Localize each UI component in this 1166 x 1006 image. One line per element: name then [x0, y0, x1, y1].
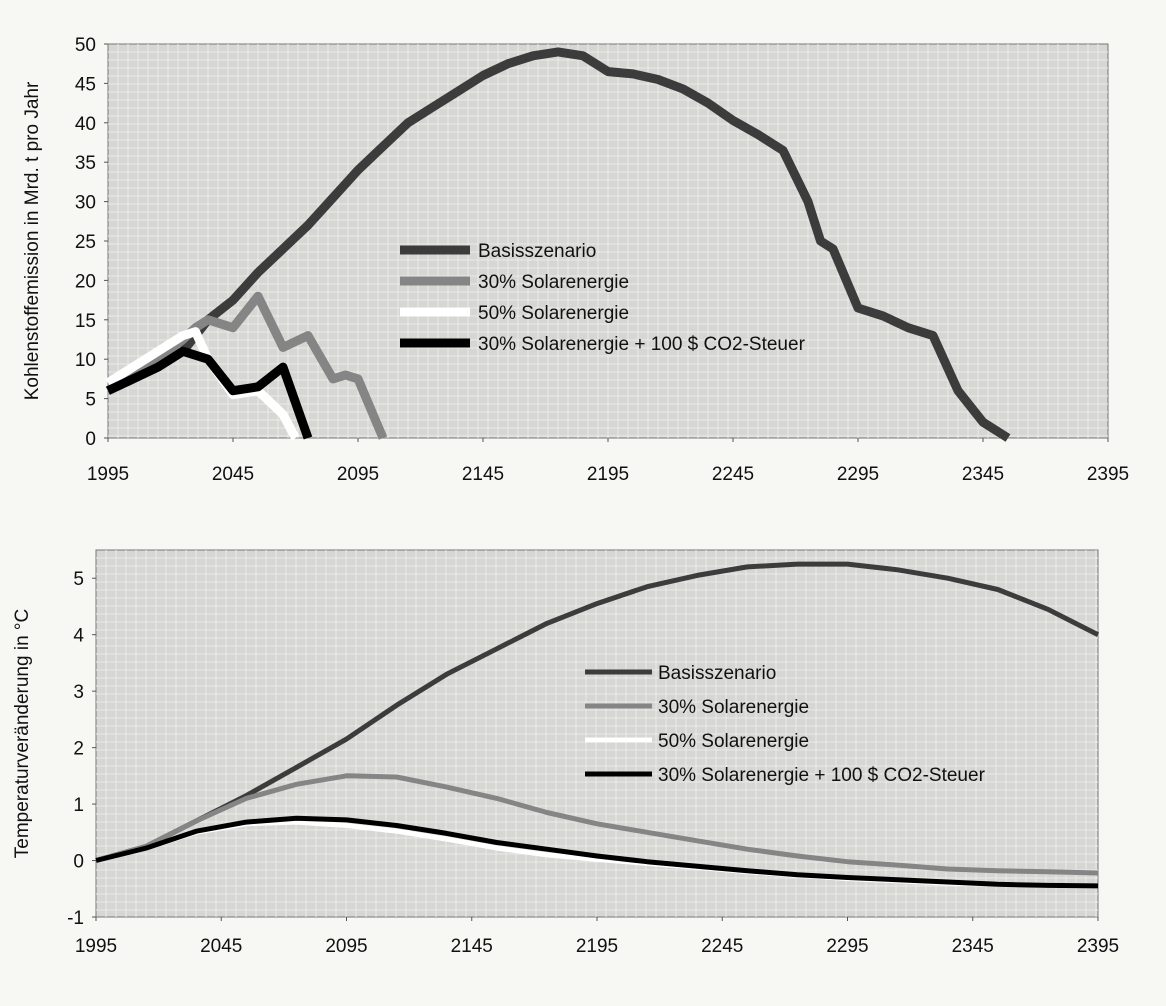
x-tick-label: 1995 [87, 464, 129, 485]
series-line-30-solarenergie-100-co2-steuer [95, 815, 1099, 889]
x-tick-label: 2245 [712, 464, 754, 485]
x-tick-label: 2195 [576, 936, 618, 957]
legend-label-30-solarenergie-100-co2-steuer: 30% Solarenergie + 100 $ CO2-Steuer [478, 334, 806, 355]
grid [108, 44, 1108, 438]
legend: Basisszenario 30% Solarenergie 50% Solaren… [585, 663, 986, 786]
x-tick-label: 2245 [701, 936, 743, 957]
series-line-30-solarenergie [105, 291, 388, 440]
series-line-basisszenario [95, 561, 1100, 863]
legend: Basisszenario 30% Solarenergie 50% Solaren… [400, 241, 806, 355]
x-tick-label: 2395 [1087, 464, 1129, 485]
x-tick-label: 2195 [587, 464, 629, 485]
y-tick-label: 50 [75, 35, 96, 56]
y-tick-label: 20 [75, 271, 96, 292]
y-tick-label: 45 [75, 74, 96, 95]
y-tick-label: 5 [73, 569, 84, 590]
x-tick-label: 2095 [337, 464, 379, 485]
series-line-50-solarenergie [105, 327, 300, 441]
x-tick-label: 2145 [451, 936, 493, 957]
y-tick-label: -1 [67, 908, 84, 929]
y-tick-label: 30 [75, 193, 96, 214]
legend-label-50-solarenergie: 50% Solarenergie [478, 303, 629, 324]
series-line-basisszenario [106, 47, 1011, 442]
x-tick-label: 2145 [462, 464, 504, 485]
x-tick-label: 2345 [952, 936, 994, 957]
x-tick-label: 2345 [962, 464, 1004, 485]
legend-label-basisszenario: Basisszenario [478, 241, 596, 262]
chart-1: 0 5 10 15 20 25 30 35 40 45 50 1995 2045 2095 2145 2195… [22, 35, 1129, 485]
y-tick-label: 0 [73, 852, 84, 873]
y-tick-label: 35 [75, 153, 96, 174]
legend-label-30-solarenergie-100-co2-steuer: 30% Solarenergie + 100 $ CO2-Steuer [658, 765, 986, 786]
y-tick-label: 0 [85, 429, 96, 450]
x-tick-label: 2295 [826, 936, 868, 957]
y-tick-label: 25 [75, 232, 96, 253]
y-tick-label: 2 [73, 739, 84, 760]
y-axis-label: Temperaturveränderung in °C [12, 609, 33, 858]
series-line-30-solarenergie [95, 773, 1099, 876]
y-tick-label: 3 [73, 682, 84, 703]
y-tick-label: 5 [85, 390, 96, 411]
y-tick-label: 40 [75, 114, 96, 135]
x-tick-label: 1995 [75, 936, 117, 957]
x-tick-label: 2295 [837, 464, 879, 485]
y-tick-label: 10 [75, 350, 96, 371]
legend-label-30-solarenergie: 30% Solarenergie [478, 272, 629, 293]
grid [96, 550, 1098, 917]
x-tick-label: 2045 [212, 464, 254, 485]
x-tick-label: 2395 [1077, 936, 1119, 957]
legend-label-30-solarenergie: 30% Solarenergie [658, 697, 809, 718]
x-tick-label: 2095 [325, 936, 367, 957]
legend-label-basisszenario: Basisszenario [658, 663, 776, 684]
y-tick-label: 1 [73, 795, 84, 816]
y-axis-label: Kohlenstoffemission in Mrd. t pro Jahr [22, 81, 43, 400]
y-tick-label: 15 [75, 311, 96, 332]
y-tick-label: 4 [73, 626, 84, 647]
x-tick-label: 2045 [200, 936, 242, 957]
legend-label-50-solarenergie: 50% Solarenergie [658, 731, 809, 752]
series-line-30-solarenergie-100-co2-steuer [106, 346, 313, 440]
